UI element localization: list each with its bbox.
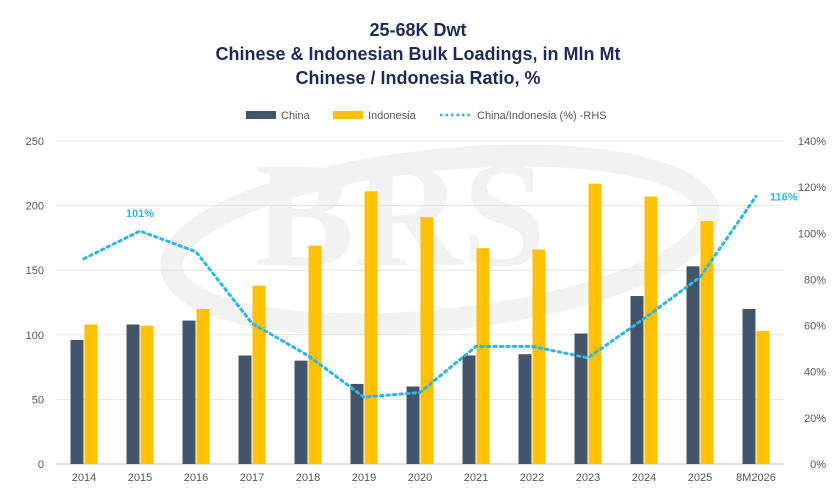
bar-china [70,339,84,464]
x-tick-label: 2019 [352,472,376,484]
x-tick-label: 2014 [72,472,96,484]
y-left-tick-label: 50 [32,394,44,406]
bar-indonesia [700,221,714,464]
bar-china [742,308,756,464]
y-left-tick-label: 0 [38,459,44,471]
bar-indonesia [252,285,266,464]
ratio-line [82,194,758,399]
bar-china [238,355,252,464]
y-left-tick-label: 200 [26,201,44,213]
y-left-tick-label: 150 [26,265,44,277]
bar-indonesia [532,249,546,464]
legend-label-china: China [281,110,311,122]
bar-indonesia [140,325,154,464]
bar-indonesia [588,183,602,465]
watermark-swoosh [160,144,720,336]
bar-china [182,320,196,464]
bars [70,183,770,465]
legend-swatch-china [246,111,276,119]
annotations: 101% 116% [126,191,798,220]
y-axis-right: 0% 20% 40% 60% 80% 100% 120% 140% [798,136,826,471]
x-tick-label: 2018 [296,472,320,484]
x-tick-label: 2016 [184,472,208,484]
y-right-tick-label: 40% [804,367,826,379]
bar-china [350,383,364,464]
chart-title: 25-68K Dwt Chinese & Indonesian Bulk Loa… [215,20,620,88]
x-tick-label: 2015 [128,472,152,484]
x-tick-label: 8M2026 [736,472,776,484]
bar-indonesia [644,196,658,464]
bar-china [126,324,140,464]
title-line-3: Chinese / Indonesia Ratio, % [295,68,540,88]
bar-china [406,386,420,464]
legend: China Indonesia China/Indonesia (%) -RHS [246,110,607,122]
y-right-tick-label: 80% [804,274,826,286]
data-label: 116% [770,191,798,203]
y-right-tick-label: 0% [810,459,826,471]
bar-china [462,355,476,464]
bar-china [518,354,532,464]
bar-indonesia [196,308,210,464]
y-right-tick-label: 140% [798,136,826,148]
y-right-tick-label: 100% [798,228,826,240]
y-right-tick-label: 120% [798,182,826,194]
x-tick-label: 2025 [688,472,712,484]
x-tick-label: 2017 [240,472,264,484]
y-left-tick-label: 100 [26,330,44,342]
bar-china [686,266,700,464]
y-axis-left: 0 50 100 150 200 250 [26,136,44,471]
title-line-2: Chinese & Indonesian Bulk Loadings, in M… [215,44,620,64]
bar-china [294,360,308,464]
x-tick-label: 2023 [576,472,600,484]
y-left-tick-label: 250 [26,136,44,148]
legend-label-indonesia: Indonesia [368,110,417,122]
legend-swatch-indonesia [333,111,363,119]
bar-indonesia [420,217,434,464]
y-right-tick-label: 20% [804,413,826,425]
x-tick-label: 2020 [408,472,432,484]
grid [56,140,784,465]
title-line-1: 25-68K Dwt [369,20,466,40]
bar-indonesia [756,330,770,464]
bar-indonesia [364,191,378,464]
data-label: 101% [126,208,154,220]
x-axis: 2014 2015 2016 2017 2018 2019 2020 2021 2022 2023… [72,472,776,484]
bar-china [574,333,588,464]
x-tick-label: 2021 [464,472,488,484]
legend-label-ratio: China/Indonesia (%) -RHS [477,110,607,122]
y-right-tick-label: 60% [804,321,826,333]
bar-indonesia [84,324,98,464]
bar-indonesia [476,248,490,464]
x-tick-label: 2022 [520,472,544,484]
bar-china [630,296,644,464]
bar-indonesia [308,245,322,464]
x-tick-label: 2024 [632,472,656,484]
